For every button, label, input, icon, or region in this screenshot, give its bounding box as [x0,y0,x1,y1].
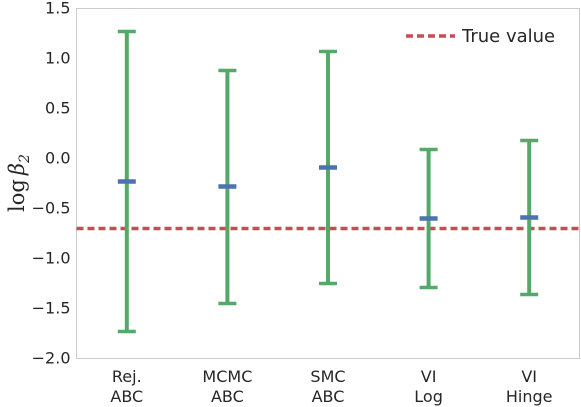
y-tick-label: 0.5 [45,99,70,118]
y-axis-label: log β2 [5,154,33,212]
y-tick-label: −2.0 [32,349,71,368]
category-label-line1: Rej. [112,367,142,386]
y-tick-label: 0.0 [45,149,70,168]
y-tick-label: −1.5 [32,299,71,318]
category-label-line1: SMC [310,367,345,386]
legend: True value [406,26,555,47]
category-label-line2: Hinge [506,387,553,406]
y-axis-label-subscript: 2 [17,154,33,164]
y-axis-label-symbol: β [5,163,29,176]
error-bars [117,29,539,334]
y-tick-label: 1.5 [45,0,70,18]
category-label-line2: ABC [110,387,143,406]
category-label-line2: ABC [312,387,345,406]
y-axis-label-log: log [5,179,29,212]
category-label-line2: Log [414,387,443,406]
category-label-line1: VI [521,367,537,386]
category-label-line1: MCMC [202,367,252,386]
y-tick-label: 1.0 [45,49,70,68]
category-label-line2: ABC [211,387,244,406]
y-tick-label: −1.0 [32,249,71,268]
category-label-line1: VI [421,367,437,386]
legend-reference-label: True value [461,26,555,47]
y-tick-label: −0.5 [32,199,71,218]
y-axis-ticks: 1.5 1.0 0.5 0.0 −0.5 −1.0 −1.5 −2.0 [32,0,71,368]
